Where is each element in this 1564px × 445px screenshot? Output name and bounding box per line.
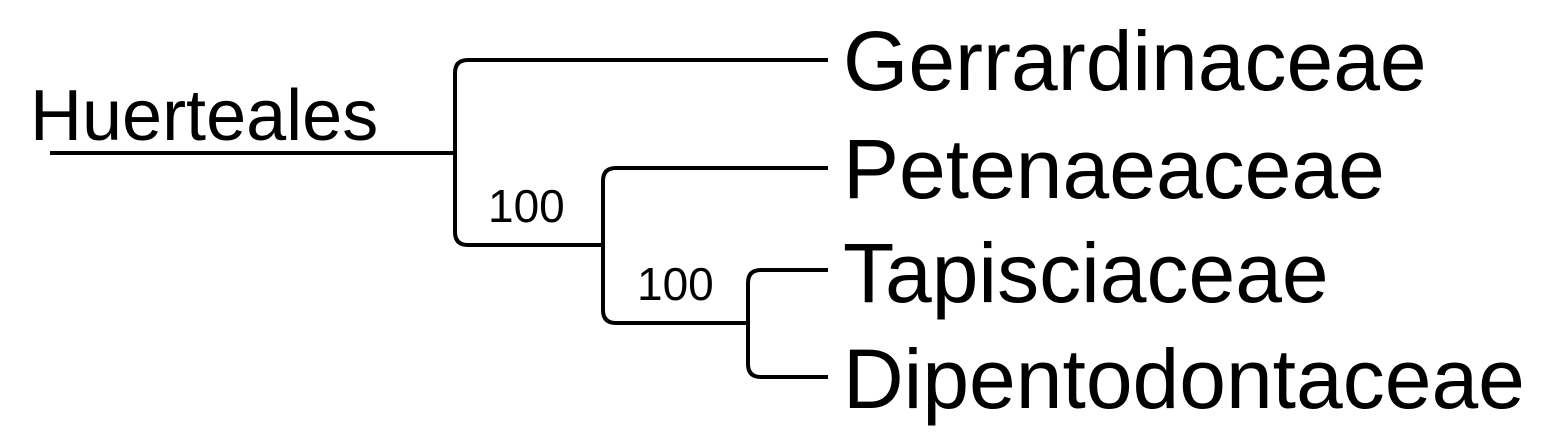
support-value-inner: 100 — [637, 258, 714, 310]
support-value-outer: 100 — [488, 180, 565, 232]
taxon-label-dipentodontaceae: Dipentodontaceae — [843, 332, 1525, 426]
taxon-label-gerrardinaceae: Gerrardinaceae — [843, 14, 1427, 108]
taxon-label-petenaeaceae: Petenaeaceae — [843, 122, 1385, 216]
order-label: Huerteales — [30, 76, 378, 156]
root-node-bracket — [453, 58, 828, 247]
subclade-node-bracket — [746, 268, 828, 379]
taxon-label-tapisciaceae: Tapisciaceae — [843, 226, 1329, 320]
clade-node-bracket — [601, 166, 828, 325]
